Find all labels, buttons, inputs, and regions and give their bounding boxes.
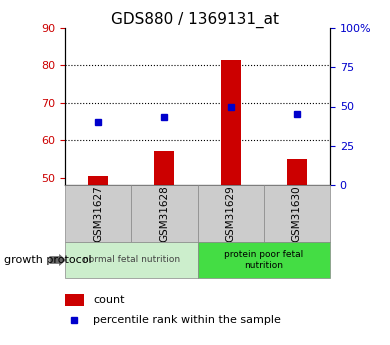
Text: count: count	[93, 295, 124, 305]
Bar	[88, 176, 108, 185]
Text: GSM31628: GSM31628	[160, 185, 169, 242]
Text: GDS880 / 1369131_at: GDS880 / 1369131_at	[111, 12, 279, 28]
Text: growth protocol: growth protocol	[4, 255, 92, 265]
Text: GSM31627: GSM31627	[93, 185, 103, 242]
Bar	[197, 242, 330, 278]
Text: GSM31630: GSM31630	[292, 185, 302, 242]
Bar	[131, 185, 197, 242]
Bar	[65, 294, 84, 306]
Text: protein poor fetal
nutrition: protein poor fetal nutrition	[224, 250, 303, 270]
Bar	[197, 185, 264, 242]
Bar	[65, 185, 131, 242]
Bar	[65, 242, 197, 278]
Bar	[154, 151, 174, 185]
Bar	[264, 185, 330, 242]
Bar	[221, 60, 241, 185]
Text: normal fetal nutrition: normal fetal nutrition	[83, 256, 180, 265]
Bar	[287, 159, 307, 185]
Text: percentile rank within the sample: percentile rank within the sample	[93, 315, 281, 325]
Text: GSM31629: GSM31629	[226, 185, 236, 242]
